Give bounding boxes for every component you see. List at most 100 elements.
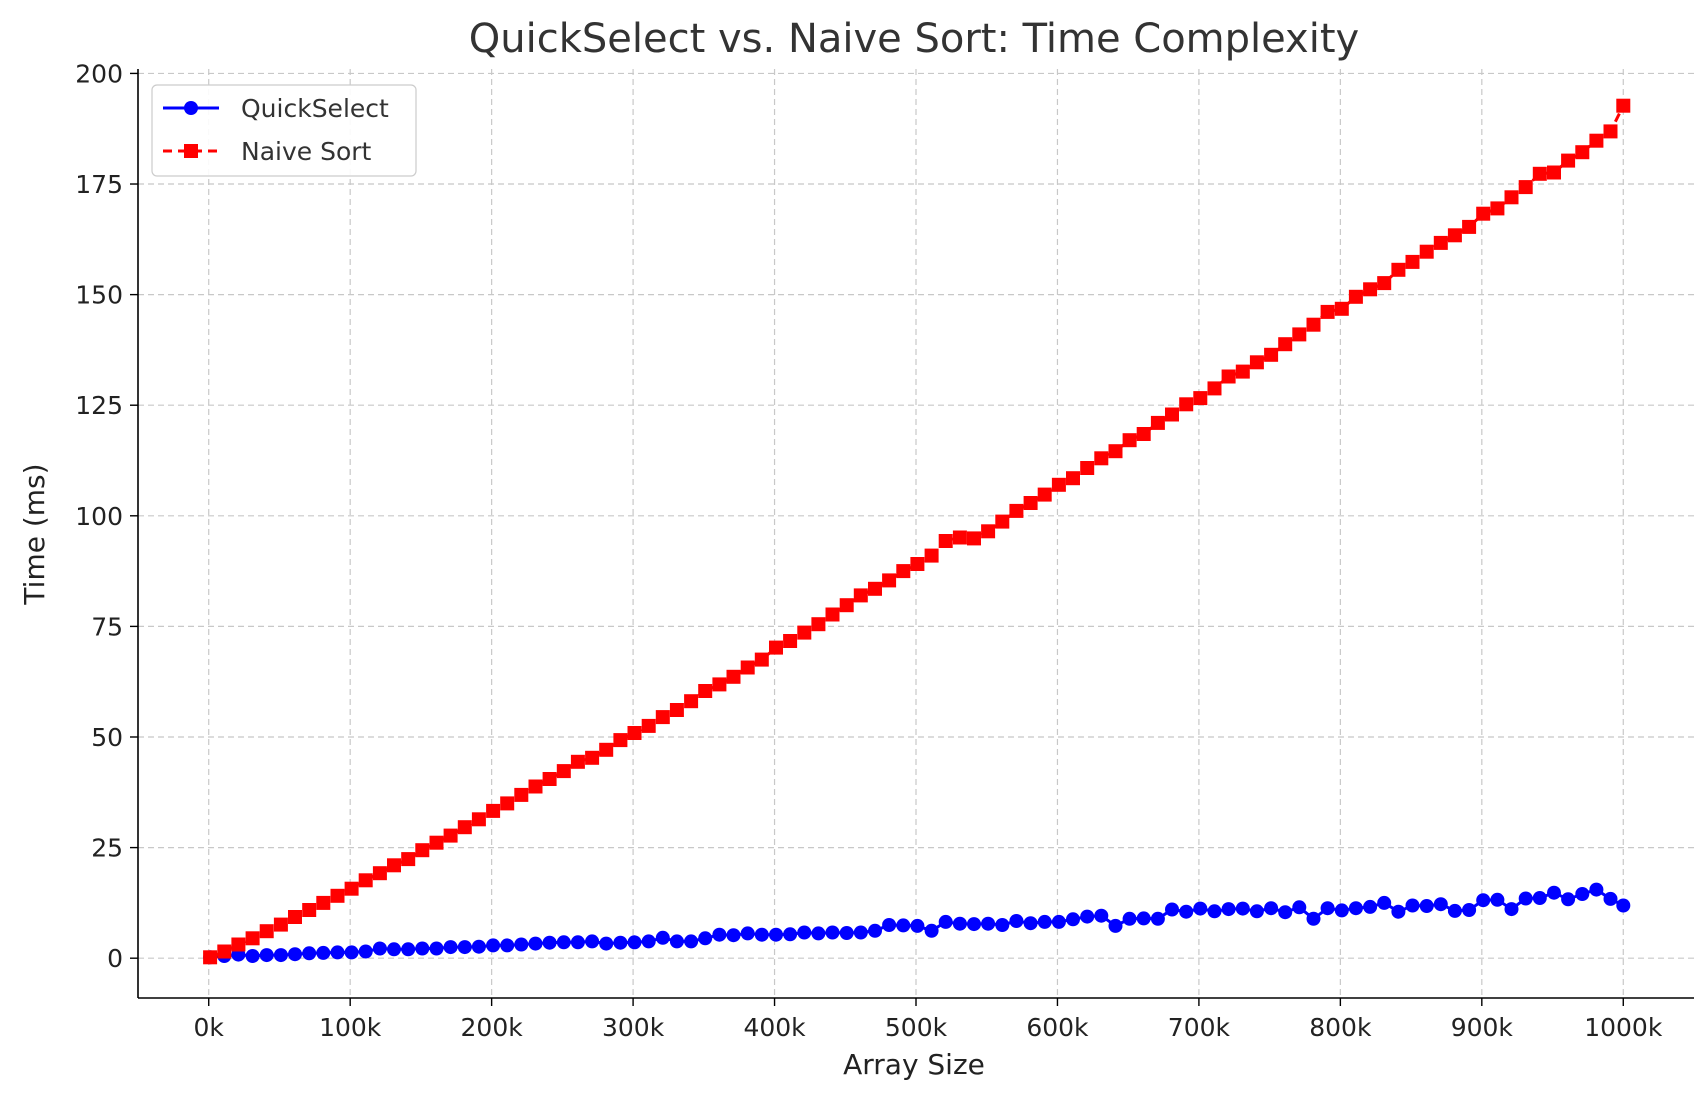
data-point-naive-sort [712,677,727,692]
data-point-naive-sort [1419,244,1434,259]
data-point-naive-sort [1447,228,1462,243]
series [203,98,1631,965]
y-axis-ticks: 0 25 50 75 100 125 150 175 200 [75,59,138,973]
data-point-quickselect [401,942,416,957]
data-point-quickselect [302,946,317,961]
data-point-naive-sort [627,726,642,740]
data-point-naive-sort [1348,289,1363,304]
x-tick-label: 600k [1026,1013,1089,1042]
data-point-naive-sort [302,903,317,917]
data-point-quickselect [1603,891,1618,906]
data-point-naive-sort [1264,347,1279,362]
data-point-quickselect [288,947,302,962]
y-tick-label: 125 [75,391,123,420]
data-point-quickselect [1094,908,1109,923]
data-point-quickselect [1334,903,1349,918]
x-tick-label: 200k [461,1013,524,1042]
x-tick-label: 900k [1451,1013,1514,1042]
y-tick-label: 50 [91,723,123,752]
data-point-quickselect [1589,882,1604,897]
data-point-naive-sort [528,779,543,794]
data-point-naive-sort [684,694,699,709]
data-point-naive-sort [1235,364,1250,379]
y-tick-label: 100 [75,502,123,531]
data-point-quickselect [995,918,1010,932]
legend-quickselect-marker [184,101,198,115]
data-point-quickselect [839,926,854,940]
data-point-quickselect [1080,909,1095,924]
data-point-quickselect [797,925,812,940]
data-point-quickselect [1391,904,1406,919]
data-point-quickselect [528,936,543,951]
data-point-quickselect [825,925,840,940]
data-point-quickselect [613,935,628,950]
data-point-quickselect [599,936,614,951]
data-point-naive-sort [655,710,670,725]
data-point-quickselect [316,945,331,960]
data-point-naive-sort [1193,391,1208,406]
data-point-quickselect [1009,914,1024,928]
data-point-quickselect [1221,902,1236,917]
data-point-quickselect [358,944,373,959]
data-point-naive-sort [1292,327,1307,342]
data-point-naive-sort [839,598,854,613]
data-point-naive-sort [1490,201,1505,216]
y-tick-label: 175 [75,170,123,199]
series-naive-sort [203,98,1631,965]
y-tick-label: 25 [91,834,123,863]
data-point-naive-sort [1363,282,1378,297]
data-point-quickselect [627,935,642,950]
legend-naive-sort-label: Naive Sort [241,137,372,166]
data-point-quickselect [712,927,727,942]
data-point-quickselect [1433,897,1448,912]
data-point-quickselect [1037,914,1052,929]
x-tick-label: 0k [194,1013,225,1042]
data-point-naive-sort [1377,276,1392,291]
data-point-naive-sort [288,910,302,924]
data-point-naive-sort [981,524,996,539]
data-point-naive-sort [641,718,656,733]
data-point-quickselect [684,934,699,949]
data-point-quickselect [1504,902,1519,917]
data-point-quickselect [556,935,571,950]
x-tick-label: 500k [885,1013,948,1042]
data-point-naive-sort [259,924,274,939]
data-point-naive-sort [783,634,798,648]
data-point-naive-sort [1278,337,1293,352]
data-point-quickselect [783,927,798,942]
data-point-naive-sort [1306,317,1321,332]
x-tick-label: 300k [602,1013,665,1042]
data-point-naive-sort [401,852,416,867]
data-point-naive-sort [1037,487,1052,502]
data-point-quickselect [486,938,501,953]
data-point-naive-sort [825,607,840,622]
data-point-quickselect [882,918,897,932]
data-point-naive-sort [457,820,472,835]
data-point-quickselect [924,923,939,938]
data-point-naive-sort [1136,427,1151,441]
data-point-naive-sort [1009,503,1024,518]
data-point-naive-sort [924,548,939,563]
data-point-naive-sort [1207,381,1222,396]
data-point-quickselect [740,926,755,941]
data-point-naive-sort [726,669,741,684]
data-point-quickselect [429,941,444,956]
data-point-quickselect [1320,901,1335,916]
data-point-quickselect [1306,911,1321,926]
data-point-naive-sort [1603,124,1618,139]
data-point-naive-sort [1150,415,1165,430]
chart-title: QuickSelect vs. Naive Sort: Time Complex… [469,16,1359,62]
y-tick-label: 75 [91,612,123,641]
data-point-naive-sort [669,703,684,717]
data-point-naive-sort [995,514,1010,529]
data-point-naive-sort [613,733,628,748]
data-point-quickselect [1165,902,1179,917]
data-point-naive-sort [316,895,331,910]
data-point-naive-sort [1575,145,1590,160]
x-tick-label: 1000k [1584,1013,1663,1042]
x-tick-label: 400k [743,1013,806,1042]
data-point-quickselect [1363,899,1378,914]
data-point-naive-sort [570,754,585,769]
data-point-naive-sort [1080,461,1095,475]
data-point-quickselect [754,927,769,942]
